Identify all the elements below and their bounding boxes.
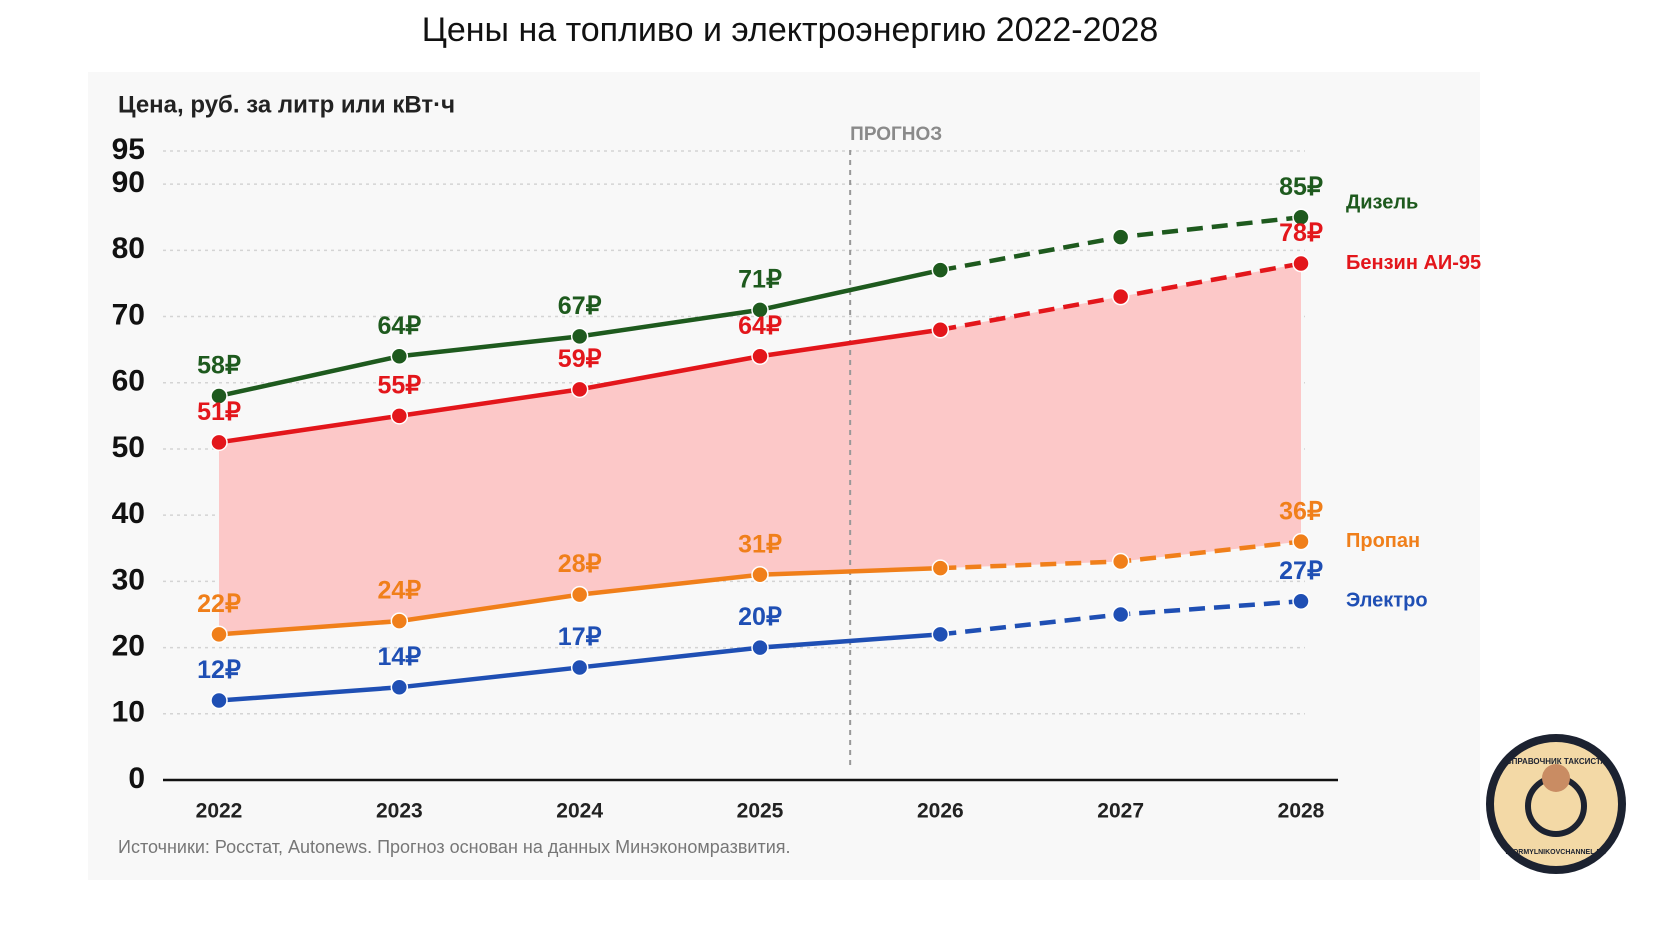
data-point <box>1292 592 1310 610</box>
value-label: 59₽ <box>558 345 602 373</box>
legend-label: Пропан <box>1346 530 1420 552</box>
value-label: 12₽ <box>197 656 241 684</box>
value-label: 28₽ <box>558 550 602 578</box>
value-label: 78₽ <box>1279 219 1323 247</box>
value-label: 64₽ <box>377 312 421 340</box>
data-point <box>751 565 769 584</box>
data-point <box>1111 287 1130 306</box>
y-tick-label: 95 <box>112 133 145 166</box>
x-tick-label: 2022 <box>196 800 243 823</box>
x-tick-label: 2028 <box>1278 800 1325 823</box>
logo: СПРАВОЧНИК ТАКСИСТА IGORMYLNIKOVCHANNEL.… <box>1486 734 1626 874</box>
value-label: 17₽ <box>558 623 602 651</box>
y-tick-label: 40 <box>112 497 145 530</box>
value-label: 85₽ <box>1279 173 1323 201</box>
y-tick-label: 10 <box>112 696 145 729</box>
data-point <box>931 261 950 279</box>
y-tick-label: 80 <box>112 232 145 265</box>
value-label: 24₽ <box>377 577 421 605</box>
x-tick-label: 2026 <box>917 800 964 823</box>
data-point <box>1292 208 1310 226</box>
value-label: 36₽ <box>1279 497 1323 525</box>
data-point <box>570 658 589 677</box>
data-point <box>210 625 228 644</box>
logo-bottom-text: IGORMYLNIKOVCHANNEL.RU <box>1505 849 1606 856</box>
data-point <box>1292 254 1310 273</box>
data-point <box>570 380 589 399</box>
y-tick-label: 60 <box>112 365 145 398</box>
y-tick-label: 30 <box>112 563 145 596</box>
data-point <box>390 407 409 425</box>
source-note: Источники: Росстат, Autonews. Прогноз ос… <box>118 837 791 857</box>
value-label: 31₽ <box>738 530 782 558</box>
value-label: 22₽ <box>197 590 241 618</box>
forecast-label: ПРОГНОЗ <box>850 124 942 145</box>
legend-label: Бензин АИ-95 <box>1346 252 1481 274</box>
data-point <box>1292 532 1310 551</box>
data-point <box>931 559 950 577</box>
value-label: 51₽ <box>197 398 241 426</box>
data-point <box>751 347 769 366</box>
data-point <box>210 691 228 710</box>
value-label: 67₽ <box>558 292 602 320</box>
value-label: 27₽ <box>1279 557 1323 585</box>
value-label: 20₽ <box>738 603 782 631</box>
value-label: 58₽ <box>197 352 241 380</box>
value-label: 14₽ <box>377 643 421 671</box>
value-label: 55₽ <box>377 371 421 399</box>
x-tick-label: 2024 <box>556 800 603 823</box>
data-point <box>931 625 950 644</box>
logo-ring <box>1486 734 1626 874</box>
data-point <box>1111 552 1130 571</box>
y-axis-label: Цена, руб. за литр или кВт·ч <box>118 91 455 118</box>
y-tick-label: 90 <box>112 166 145 199</box>
y-tick-label: 20 <box>112 630 145 663</box>
data-point <box>390 678 409 697</box>
data-point <box>751 301 769 319</box>
x-tick-label: 2027 <box>1097 800 1144 823</box>
value-label: 71₽ <box>738 266 782 294</box>
fill-band <box>219 263 1301 635</box>
legend-label: Дизель <box>1346 191 1418 213</box>
legend-label: Электро <box>1346 590 1428 612</box>
logo-top-text: СПРАВОЧНИК ТАКСИСТА <box>1506 757 1606 766</box>
y-tick-label: 0 <box>128 762 145 795</box>
chart-title: Цены на топливо и электроэнергию 2022-20… <box>422 11 1159 49</box>
data-point <box>1111 228 1130 246</box>
data-point <box>210 433 228 452</box>
data-point <box>210 387 228 405</box>
data-point <box>390 612 409 630</box>
logo-head <box>1542 764 1570 792</box>
y-tick-label: 50 <box>112 431 145 464</box>
data-point <box>931 321 950 339</box>
y-tick-label: 70 <box>112 298 145 331</box>
data-point <box>570 585 589 604</box>
data-point <box>390 347 409 366</box>
data-point <box>751 638 769 657</box>
data-point <box>1111 605 1130 624</box>
x-tick-label: 2023 <box>376 800 423 823</box>
x-tick-label: 2025 <box>737 800 784 823</box>
data-point <box>570 327 589 346</box>
value-label: 64₽ <box>738 312 782 340</box>
